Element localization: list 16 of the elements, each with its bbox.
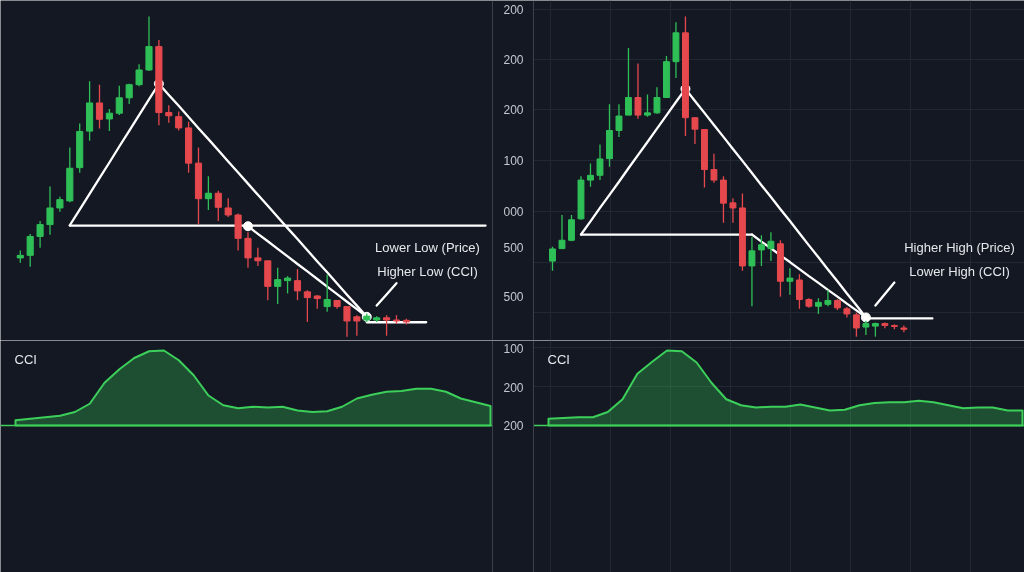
chart-title: CCI <box>547 351 570 367</box>
chart-title: CCI <box>14 351 37 367</box>
text: 100 <box>503 154 524 168</box>
text: 500 <box>503 290 524 304</box>
text: 500 <box>503 241 524 255</box>
text: 000 <box>503 205 524 219</box>
text: 200 <box>503 3 524 17</box>
annotation: Higher High (Price) <box>904 240 1015 255</box>
text: 200 <box>503 381 524 395</box>
text: 200 <box>503 53 524 67</box>
annotation: Lower High (CCI) <box>909 264 1010 279</box>
annotation: Higher Low (CCI) <box>377 264 478 279</box>
text: 200 <box>503 103 524 117</box>
text: 200 <box>503 419 524 433</box>
annotation: Lower Low (Price) <box>375 240 480 255</box>
text: 100 <box>503 342 524 356</box>
